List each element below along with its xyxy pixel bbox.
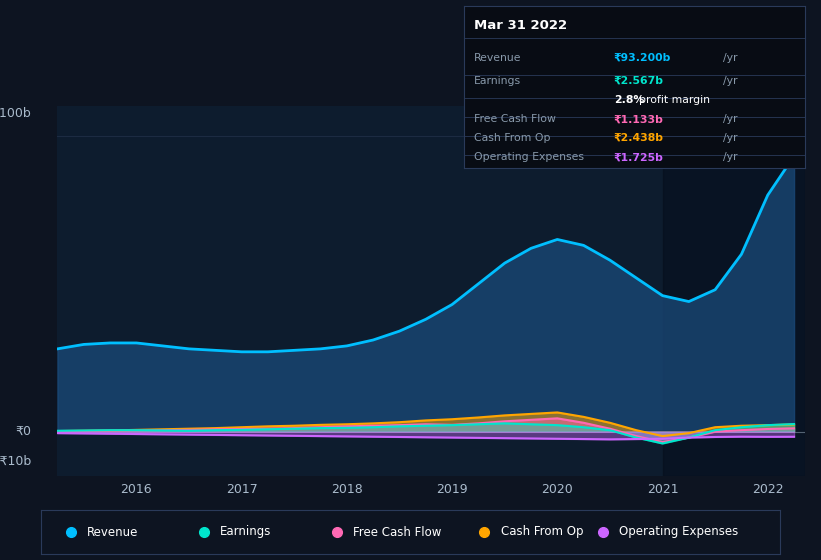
Text: 2.8%: 2.8% bbox=[614, 95, 644, 105]
Text: Mar 31 2022: Mar 31 2022 bbox=[474, 18, 567, 31]
Text: Earnings: Earnings bbox=[474, 76, 521, 86]
Text: /yr: /yr bbox=[722, 76, 737, 86]
Text: Operating Expenses: Operating Expenses bbox=[474, 152, 584, 162]
Text: ₹100b: ₹100b bbox=[0, 106, 31, 119]
Text: ₹1.725b: ₹1.725b bbox=[614, 152, 663, 162]
Bar bbox=[663, 106, 805, 476]
Text: Free Cash Flow: Free Cash Flow bbox=[353, 525, 441, 539]
Text: Cash From Op: Cash From Op bbox=[501, 525, 583, 539]
Text: /yr: /yr bbox=[722, 133, 737, 143]
Text: ₹2.567b: ₹2.567b bbox=[614, 76, 664, 86]
Text: Operating Expenses: Operating Expenses bbox=[619, 525, 738, 539]
Text: ₹93.200b: ₹93.200b bbox=[614, 53, 671, 63]
Text: profit margin: profit margin bbox=[640, 95, 710, 105]
Text: -₹10b: -₹10b bbox=[0, 455, 31, 468]
Text: Revenue: Revenue bbox=[474, 53, 521, 63]
Text: /yr: /yr bbox=[722, 114, 737, 124]
Text: ₹2.438b: ₹2.438b bbox=[614, 133, 664, 143]
Text: Revenue: Revenue bbox=[87, 525, 138, 539]
Text: ₹0: ₹0 bbox=[16, 425, 31, 438]
Text: ₹1.133b: ₹1.133b bbox=[614, 114, 663, 124]
Text: Free Cash Flow: Free Cash Flow bbox=[474, 114, 556, 124]
Text: /yr: /yr bbox=[722, 152, 737, 162]
Text: Cash From Op: Cash From Op bbox=[474, 133, 551, 143]
Text: /yr: /yr bbox=[722, 53, 737, 63]
Text: Earnings: Earnings bbox=[220, 525, 271, 539]
